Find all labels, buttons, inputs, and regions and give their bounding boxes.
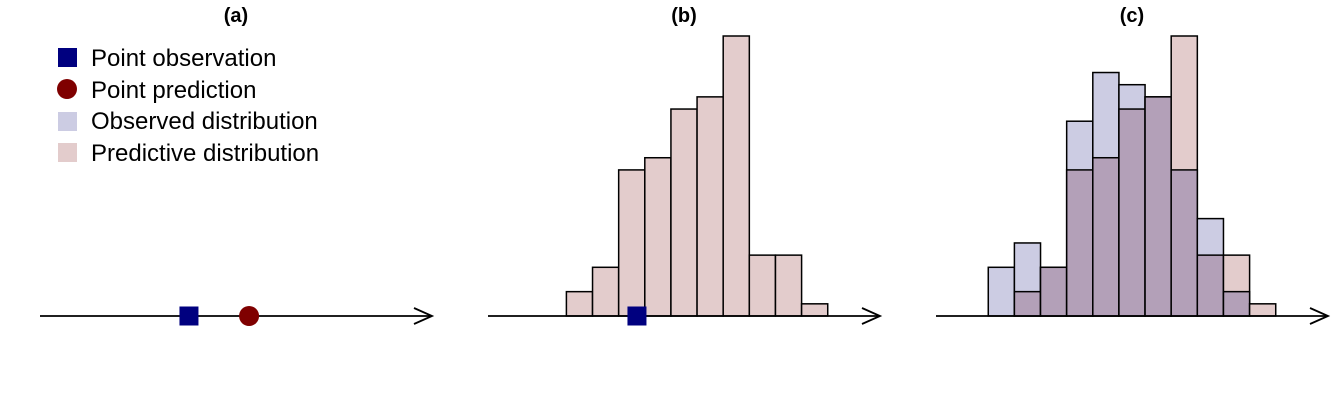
histogram-bar-overlap [1196, 254, 1225, 317]
point-observation-marker [627, 306, 647, 326]
histogram-bar [748, 254, 777, 317]
legend-item-observed-distribution: Observed distribution [58, 108, 318, 135]
panel-b-x-axis [488, 307, 883, 325]
panel-c-title: (c) [1120, 5, 1144, 27]
legend-label-point-observation: Point observation [91, 45, 276, 72]
histogram-bar [800, 303, 829, 317]
panel-c-x-axis [936, 307, 1331, 325]
histogram-bar-overlap [1092, 156, 1120, 317]
histogram-bar-overlap [1118, 108, 1146, 317]
histogram-bar [617, 169, 646, 317]
histogram-bar-overlap [1170, 169, 1199, 317]
legend-label-observed-distribution: Observed distribution [91, 108, 318, 135]
legend-observed-patch [58, 112, 77, 131]
histogram-bar-overlap [1065, 169, 1094, 317]
histogram-bar [774, 254, 803, 317]
histogram-bar [696, 96, 724, 317]
legend-item-predictive-distribution: Predictive distribution [58, 140, 319, 167]
legend-circle-marker [57, 79, 77, 99]
panel-a: (a) [40, 5, 435, 326]
legend-square-marker [58, 48, 77, 67]
panel-c: (c) [936, 5, 1331, 325]
legend-item-point-observation: Point observation [58, 45, 276, 72]
histogram-bar [565, 290, 594, 317]
legend: Point observation Point prediction Obser… [57, 45, 319, 167]
panel-a-points [179, 306, 260, 326]
x-axis-arrowhead [1309, 307, 1331, 325]
panel-c-bars [987, 35, 1277, 317]
histogram-bar [644, 156, 672, 317]
histogram-bar-overlap [1144, 96, 1172, 317]
point-observation-marker [179, 306, 199, 326]
panel-a-x-axis [40, 307, 435, 325]
histogram-bar-overlap [1013, 290, 1042, 317]
panel-b: (b) [488, 5, 883, 326]
histogram-bar-overlap [1039, 266, 1068, 317]
histogram-bar [722, 35, 751, 317]
panel-b-title: (b) [671, 5, 697, 27]
legend-label-predictive-distribution: Predictive distribution [91, 140, 319, 167]
legend-predictive-patch [58, 143, 77, 162]
panel-a-title: (a) [224, 5, 248, 27]
histogram-bar [1248, 303, 1277, 317]
legend-item-point-prediction: Point prediction [57, 77, 256, 104]
histogram-bar [670, 108, 698, 317]
histogram-bar-overlap [1222, 290, 1251, 317]
x-axis-arrowhead [861, 307, 883, 325]
panel-b-bars [565, 35, 829, 317]
legend-label-point-prediction: Point prediction [91, 77, 256, 104]
panel-b-points [627, 306, 647, 326]
histogram-bar [987, 266, 1016, 317]
point-prediction-marker [239, 306, 260, 326]
x-axis-arrowhead [413, 307, 435, 325]
histogram-bar [591, 266, 620, 317]
